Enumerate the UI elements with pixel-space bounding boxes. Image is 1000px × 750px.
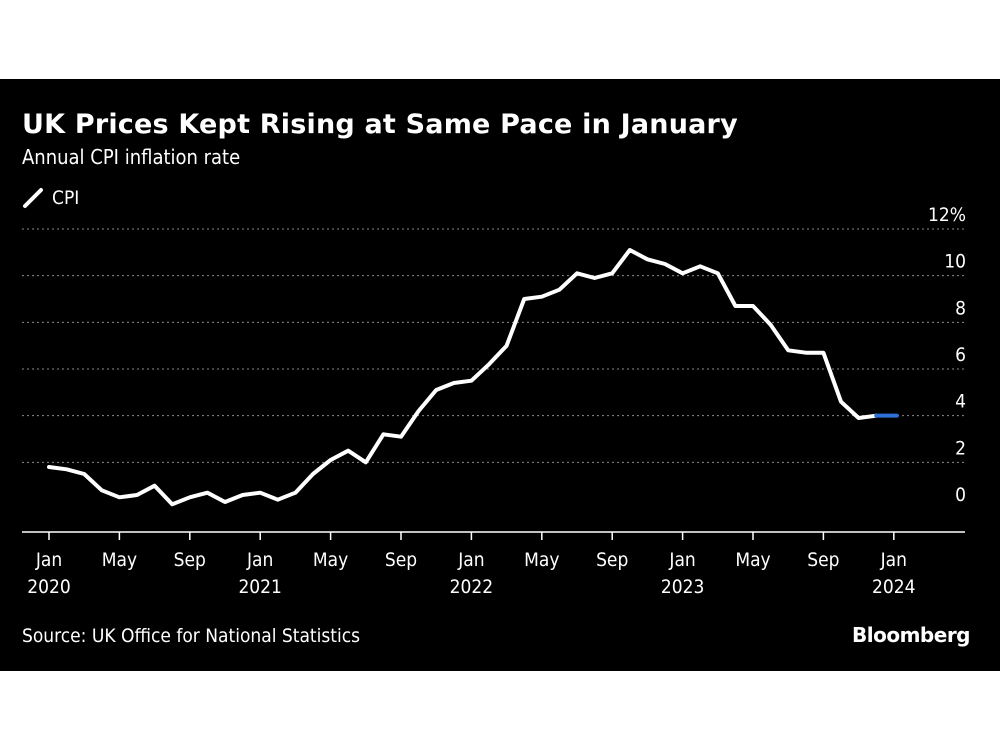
chart-title: UK Prices Kept Rising at Same Pace in Ja… bbox=[22, 109, 738, 140]
x-tick-label: Jan bbox=[880, 549, 907, 571]
x-tick-label: 2021 bbox=[238, 576, 282, 598]
y-tick-label: 8 bbox=[955, 297, 966, 319]
x-tick-label: Sep bbox=[596, 549, 628, 571]
plot-area: 0 2 4 6 8 10 12% Jan 2020 May Sep Jan 2021 May Sep Jan 2… bbox=[22, 204, 966, 598]
x-tick-label: 2022 bbox=[450, 576, 494, 598]
legend-label: CPI bbox=[52, 187, 80, 209]
chart-subtitle: Annual CPI inflation rate bbox=[22, 145, 241, 169]
x-tick-label: May bbox=[524, 549, 559, 571]
x-tick-label: Jan bbox=[668, 549, 695, 571]
line-swatch-icon bbox=[23, 188, 43, 208]
y-tick-label: 6 bbox=[955, 344, 966, 366]
x-tick-label: May bbox=[313, 549, 348, 571]
brand-logo: Bloomberg bbox=[852, 623, 970, 647]
x-tick-label: 2023 bbox=[661, 576, 705, 598]
x-tick-label: Jan bbox=[457, 549, 484, 571]
x-tick-label: May bbox=[102, 549, 137, 571]
x-tick-label: Jan bbox=[35, 549, 62, 571]
y-tick-label: 2 bbox=[955, 437, 966, 459]
y-tick-label: 0 bbox=[955, 484, 966, 506]
x-tick-label: Jan bbox=[246, 549, 273, 571]
x-tick-label: May bbox=[735, 549, 770, 571]
x-tick-label: Sep bbox=[385, 549, 417, 571]
source-note: Source: UK Office for National Statistic… bbox=[22, 625, 361, 647]
y-tick-label: 4 bbox=[955, 391, 966, 413]
x-tick-label: Sep bbox=[174, 549, 206, 571]
x-tick-label: 2020 bbox=[27, 576, 71, 598]
y-tick-label: 12% bbox=[928, 204, 966, 226]
y-tick-label: 10 bbox=[944, 251, 966, 273]
chart-panel: 0 2 4 6 8 10 12% Jan 2020 May Sep Jan 2021 May Sep Jan 2… bbox=[0, 79, 1000, 671]
x-tick-label: Sep bbox=[807, 549, 839, 571]
x-tick-label: 2024 bbox=[872, 576, 916, 598]
series-line-cpi bbox=[47, 248, 879, 507]
legend: CPI bbox=[22, 187, 79, 209]
